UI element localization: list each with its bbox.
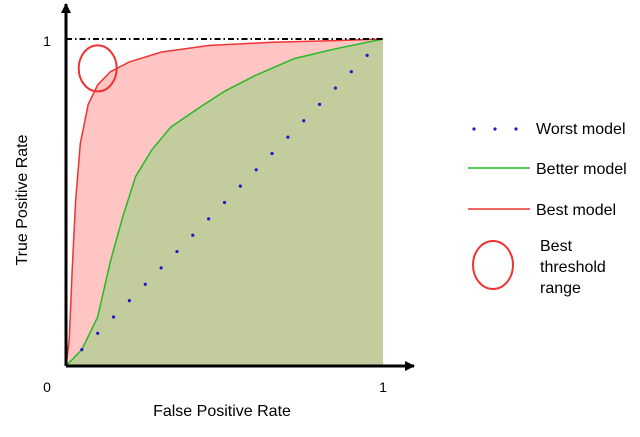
better-model-line [65, 38, 384, 367]
worst-model-point [111, 315, 116, 319]
legend-label-worst: Worst model [536, 121, 626, 138]
legend: Worst model Better model Best model Best… [468, 121, 627, 297]
worst-model-point [238, 184, 242, 188]
worst-model-point [143, 282, 147, 286]
worst-model-point [127, 299, 131, 303]
x-axis-title: False Positive Rate [153, 403, 291, 420]
x-tick-label: 1 [379, 379, 387, 395]
legend-symbol-dots [472, 127, 518, 131]
worst-model-point [80, 348, 84, 352]
plot-area [65, 38, 384, 367]
legend-label-threshold-1: Best [540, 238, 573, 255]
legend-label-threshold-3: range [540, 280, 581, 297]
worst-model-point [222, 200, 227, 205]
legend-item-best: Best model [468, 202, 616, 219]
worst-model-point [191, 233, 195, 237]
y-tick-label: 1 [43, 33, 51, 49]
legend-item-better: Better model [468, 161, 627, 178]
worst-model-point [175, 249, 179, 254]
legend-symbol-ellipse [472, 240, 514, 290]
worst-model-point [333, 86, 338, 90]
legend-item-threshold: Best threshold range [472, 238, 606, 297]
legend-label-threshold-2: threshold [540, 259, 606, 276]
worst-model-point [302, 119, 306, 123]
worst-model-point [286, 135, 290, 139]
worst-model-point [254, 168, 258, 172]
worst-model-point [318, 102, 322, 106]
best-threshold-ellipse [77, 44, 118, 93]
y-axis-title: True Positive Rate [14, 134, 31, 265]
worst-model-point [349, 70, 353, 74]
legend-dot [472, 127, 476, 131]
worst-model-point [365, 53, 369, 57]
worst-model-point [270, 151, 274, 156]
legend-dot [493, 127, 497, 131]
legend-dot [514, 127, 518, 131]
worst-model-point [159, 266, 163, 270]
legend-item-worst: Worst model [472, 121, 626, 138]
legend-label-better: Better model [536, 161, 627, 178]
worst-model-point [207, 217, 211, 221]
legend-label-best: Best model [536, 202, 616, 219]
worst-model-point [96, 331, 100, 335]
origin-label: 0 [43, 379, 51, 395]
best-model-line [65, 38, 384, 367]
